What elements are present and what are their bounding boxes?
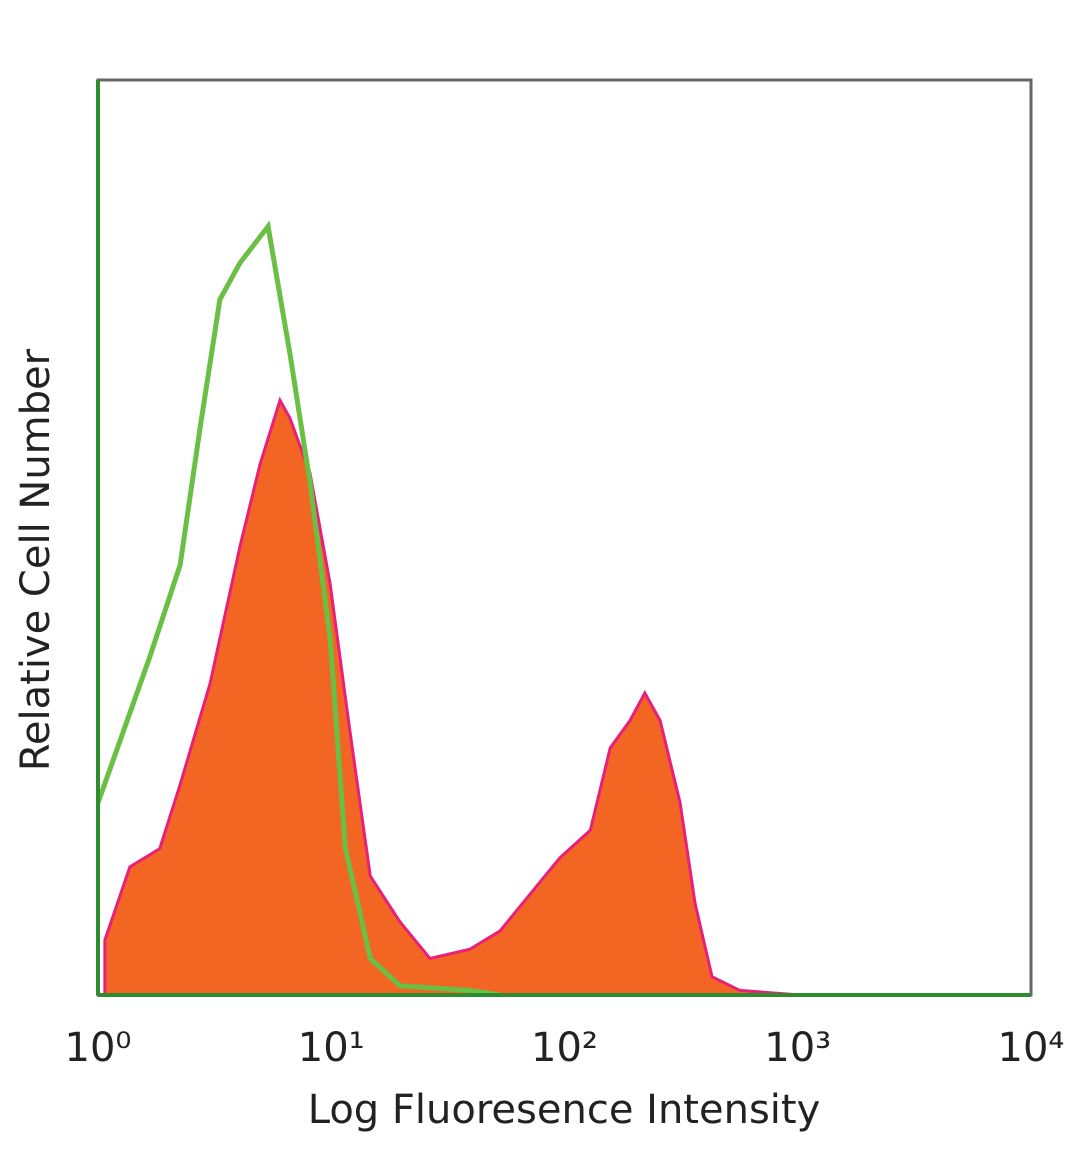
y-axis-label: Relative Cell Number xyxy=(13,348,59,771)
x-tick-label: 10² xyxy=(531,1025,598,1071)
histogram-outline xyxy=(95,220,501,998)
histogram-area xyxy=(103,396,800,997)
x-axis-label: Log Fluoresence Intensity xyxy=(308,1087,821,1133)
x-tick-label: 10⁴ xyxy=(998,1025,1065,1071)
x-tick-label: 10³ xyxy=(764,1025,831,1071)
x-tick-label: 10⁰ xyxy=(65,1025,132,1071)
x-tick-label: 10¹ xyxy=(298,1025,365,1071)
